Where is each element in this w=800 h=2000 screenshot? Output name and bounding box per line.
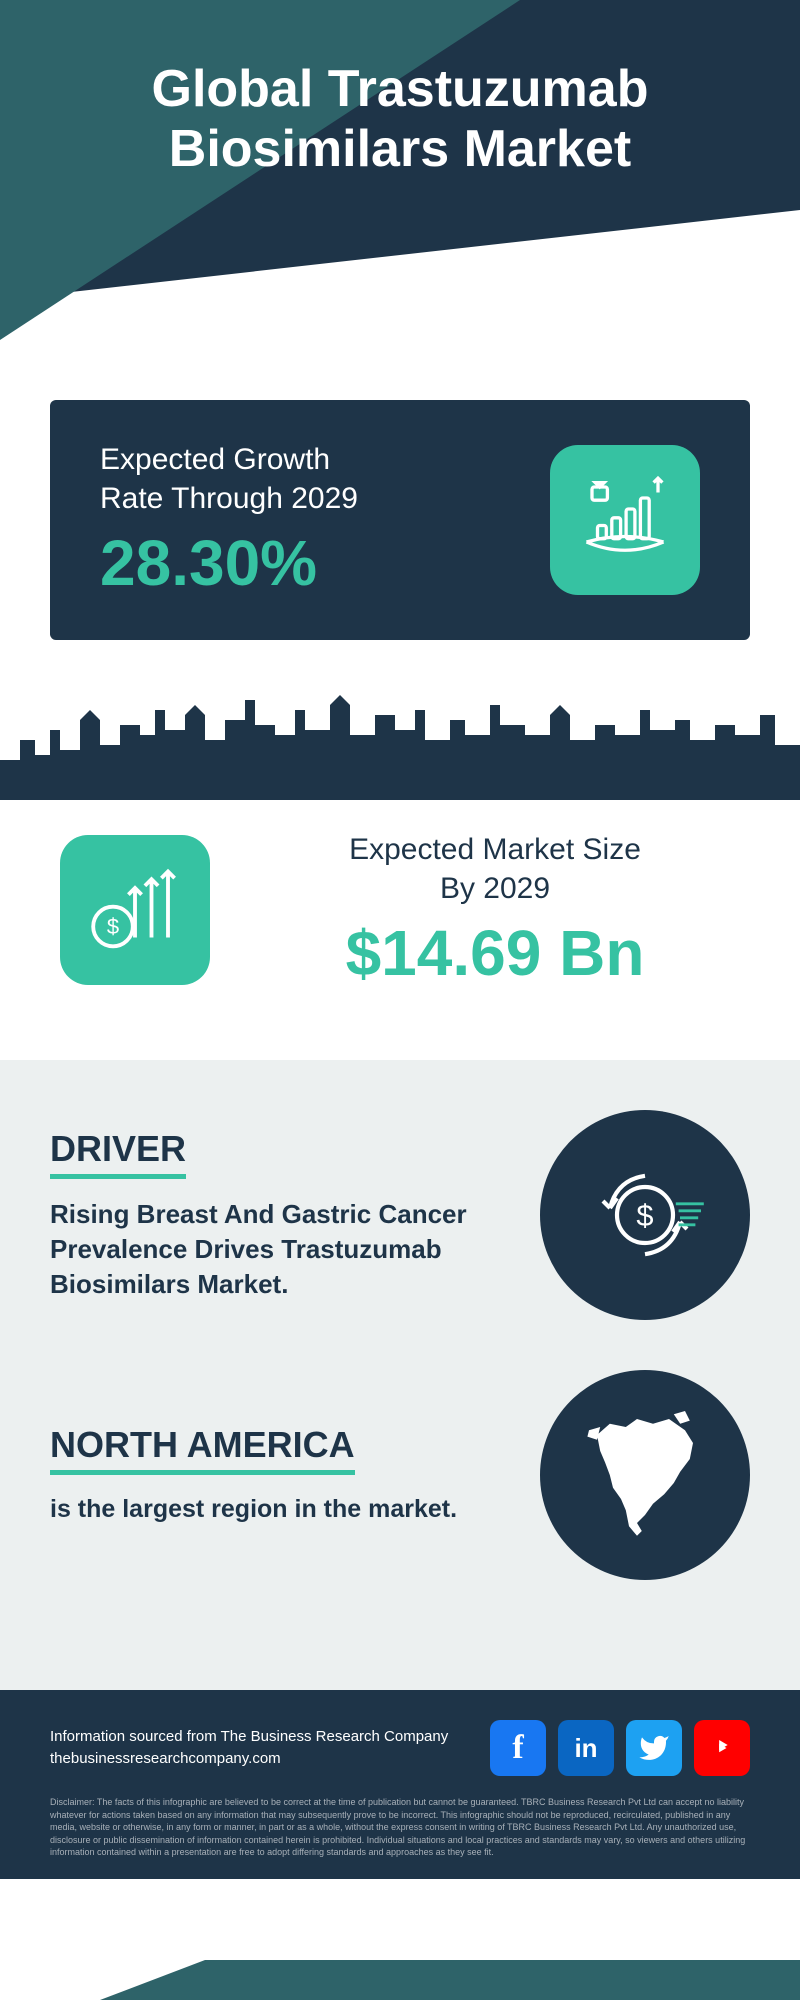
info-sections: DRIVER Rising Breast And Gastric Cancer … (0, 1060, 800, 1690)
footer-source: Information sourced from The Business Re… (50, 1726, 448, 1771)
driver-row: DRIVER Rising Breast And Gastric Cancer … (50, 1110, 750, 1320)
growth-rate-block: Expected Growth Rate Through 2029 28.30% (50, 400, 750, 640)
linkedin-icon[interactable]: in (558, 1720, 614, 1776)
driver-body: Rising Breast And Gastric Cancer Prevale… (50, 1197, 470, 1302)
region-heading: NORTH AMERICA (50, 1424, 355, 1475)
size-value: $14.69 Bn (250, 916, 740, 990)
svg-text:$: $ (636, 1198, 653, 1233)
size-text: Expected Market Size By 2029 $14.69 Bn (250, 830, 740, 990)
youtube-icon[interactable] (694, 1720, 750, 1776)
dollar-cycle-icon: $ (540, 1110, 750, 1320)
social-row: f in (490, 1720, 750, 1776)
north-america-map-icon (540, 1370, 750, 1580)
dollar-arrows-up-icon: $ (60, 835, 210, 985)
growth-value: 28.30% (100, 526, 358, 600)
market-size-block: $ Expected Market Size By 2029 $14.69 Bn (50, 800, 750, 1030)
disclaimer-text: Disclaimer: The facts of this infographi… (50, 1796, 750, 1859)
title-line-2: Biosimilars Market (169, 120, 631, 178)
driver-text: DRIVER Rising Breast And Gastric Cancer … (50, 1128, 470, 1302)
region-row: NORTH AMERICA is the largest region in t… (50, 1370, 750, 1580)
growth-text: Expected Growth Rate Through 2029 28.30% (100, 440, 358, 600)
footer-accent-shape (100, 1960, 800, 2000)
footer: Information sourced from The Business Re… (0, 1690, 800, 1879)
svg-text:$: $ (107, 914, 119, 939)
header-band: Global Trastuzumab Biosimilars Market (0, 0, 800, 340)
title-line-1: Global Trastuzumab (152, 60, 649, 118)
page-title: Global Trastuzumab Biosimilars Market (0, 60, 800, 180)
driver-heading: DRIVER (50, 1128, 186, 1179)
region-body: is the largest region in the market. (50, 1493, 457, 1527)
region-text: NORTH AMERICA is the largest region in t… (50, 1424, 457, 1527)
city-skyline-decoration (0, 680, 800, 800)
twitter-icon[interactable] (626, 1720, 682, 1776)
facebook-icon[interactable]: f (490, 1720, 546, 1776)
growth-chart-globe-icon (550, 445, 700, 595)
footer-top: Information sourced from The Business Re… (50, 1720, 750, 1776)
growth-label: Expected Growth Rate Through 2029 (100, 440, 358, 518)
size-label: Expected Market Size By 2029 (250, 830, 740, 908)
